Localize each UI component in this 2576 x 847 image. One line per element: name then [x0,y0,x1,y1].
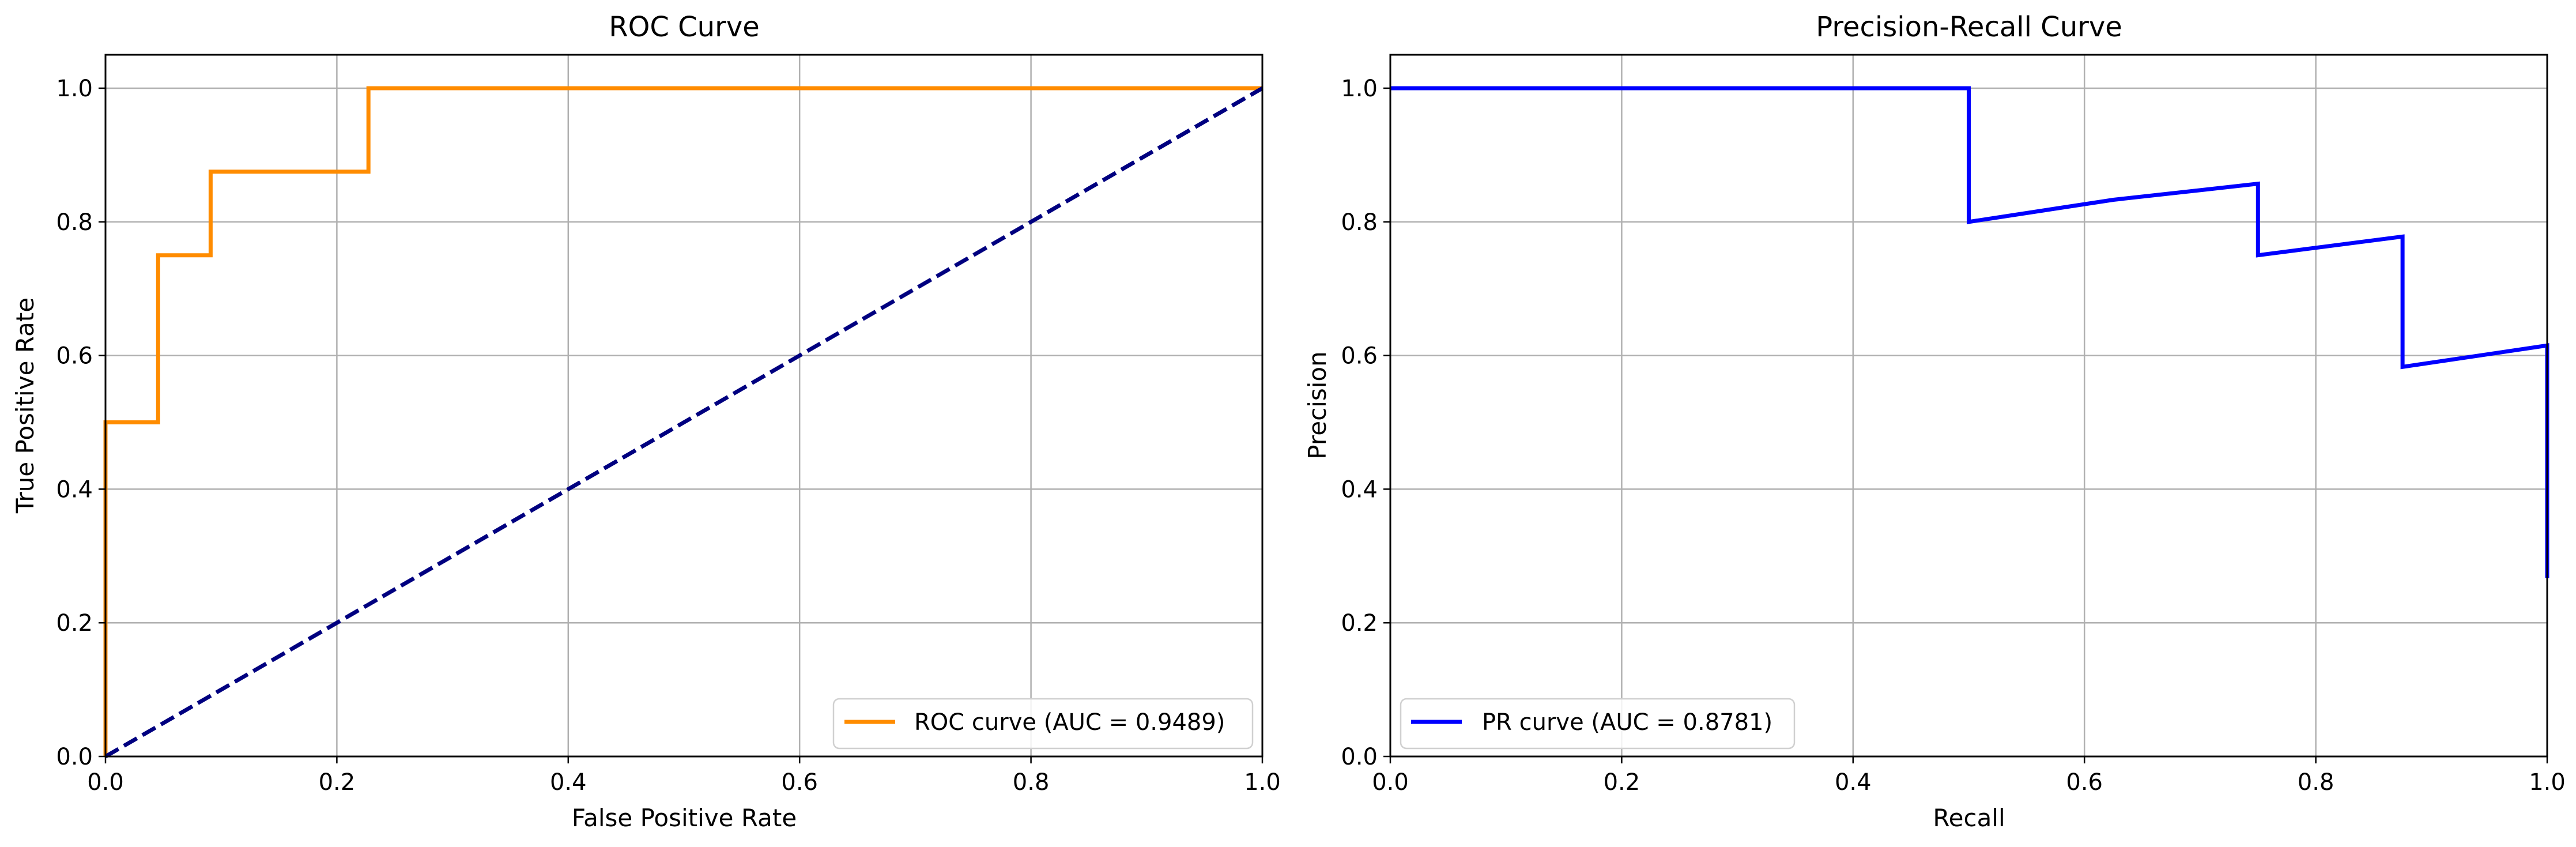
roc-series-diagonal-reference-line [104,86,1264,759]
pr-x-tick-label: 0.0 [1372,769,1409,796]
roc-x-tick-label: 0.4 [550,769,587,796]
roc-ticks: 0.0 0.2 0.4 0.6 0.8 1.0 0.0 0.2 0.4 0.6 0.8 1.0 [56,76,1280,796]
pr-y-tick-label: 0.0 [1341,744,1378,770]
roc-y-tick-label: 0.2 [56,610,93,637]
pr-x-axis-label: Recall [1933,804,2005,832]
pr-plot-frame [1389,54,2548,758]
pr-title: Precision-Recall Curve [1816,11,2122,43]
pr-y-tick-label: 0.2 [1341,610,1378,637]
roc-x-tick-label: 0.6 [781,769,818,796]
roc-x-tick-label: 1.0 [1244,769,1281,796]
roc-title: ROC Curve [609,11,760,43]
pr-x-tick-label: 1.0 [2529,769,2566,796]
roc-x-tick-label: 0.8 [1013,769,1050,796]
roc-panel: ROC Curve 0.0 0.2 0.4 0.6 0.8 1.0 0.0 0.2 0.4 0.6… [11,11,1281,832]
pr-y-axis-label: Precision [1303,351,1332,459]
pr-legend: PR curve (AUC = 0.8781) [1400,698,1796,750]
pr-legend-label: PR curve (AUC = 0.8781) [1482,709,1772,736]
roc-y-tick-label: 1.0 [56,76,93,102]
pr-x-tick-label: 0.2 [1604,769,1640,796]
pr-y-tick-label: 0.4 [1341,476,1378,503]
pr-x-tick-label: 0.6 [2066,769,2103,796]
pr-y-tick-label: 0.8 [1341,209,1378,236]
roc-legend-box [832,698,1254,750]
pr-series-curve [1390,86,2549,578]
pr-x-tick-label: 0.8 [2298,769,2334,796]
roc-y-tick-label: 0.6 [56,343,93,370]
pr-y-tick-label: 1.0 [1341,76,1378,102]
roc-plot-frame [104,54,1264,758]
roc-x-axis-label: False Positive Rate [572,804,797,832]
roc-x-tick-label: 0.2 [319,769,356,796]
pr-series-layer [1390,86,2549,578]
pr-panel: Precision-Recall Curve 0.0 0.2 0.4 0.6 0.8 1.… [1303,11,2566,832]
pr-ticks: 0.0 0.2 0.4 0.6 0.8 1.0 0.0 0.2 0.4 0.6 0.8 1.0 [1341,76,2565,796]
pr-legend-box [1400,698,1796,750]
pr-x-tick-label: 0.4 [1835,769,1872,796]
roc-legend: ROC curve (AUC = 0.9489) [832,698,1254,750]
roc-x-tick-label: 0.0 [87,769,124,796]
roc-y-tick-label: 0.0 [56,744,93,770]
pr-y-tick-label: 0.6 [1341,343,1378,370]
roc-y-tick-label: 0.4 [56,476,93,503]
roc-legend-label: ROC curve (AUC = 0.9489) [914,709,1225,736]
roc-y-axis-label: True Positive Rate [11,298,39,514]
roc-y-tick-label: 0.8 [56,209,93,236]
